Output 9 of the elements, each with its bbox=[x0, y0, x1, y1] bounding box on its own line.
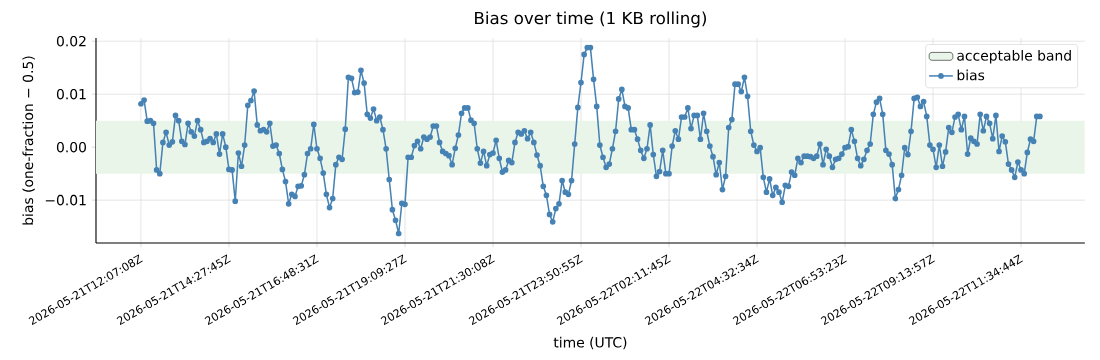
y-axis-title: bias (one-fraction − 0.5) bbox=[22, 56, 35, 225]
legend-label: bias bbox=[957, 69, 985, 81]
y-tick-label: 0.00 bbox=[56, 141, 86, 153]
legend-label: acceptable band bbox=[957, 50, 1071, 64]
chart-title: Bias over time (1 KB rolling) bbox=[475, 11, 706, 28]
y-tick-label: 0.01 bbox=[56, 88, 86, 100]
y-tick-label: 0.02 bbox=[56, 35, 86, 47]
y-tick-label: −0.01 bbox=[45, 194, 86, 206]
x-axis-title: time (UTC) bbox=[553, 336, 627, 350]
